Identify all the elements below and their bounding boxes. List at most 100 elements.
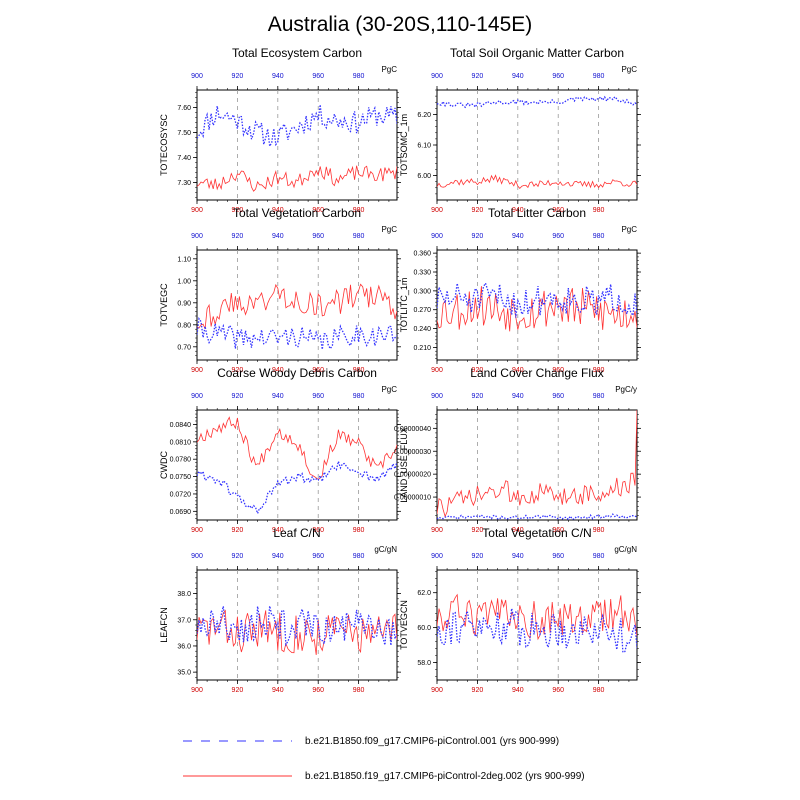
x-tick-label: 940 [512,367,524,374]
panel-5: Land Cover Change Flux PgC/y 900 900 920 920 9… [394,366,641,534]
x-tick-label-top: 920 [232,233,244,240]
y-axis-label: TOTSOMC_1m [399,114,409,176]
x-tick-label-top: 920 [472,233,484,240]
panel-units: gC/gN [374,545,397,554]
x-tick-label-top: 980 [593,233,605,240]
x-tick-label-top: 920 [232,553,244,560]
panel-3: Total Litter Carbon PgC 900 900 920 920 940 940… [399,206,641,374]
panel-2: Total Vegetation Carbon PgC 900 900 920 920 94… [159,206,401,374]
series-line-red [197,165,397,192]
x-tick-label-top: 980 [593,553,605,560]
y-tick-label: 35.0 [177,670,191,677]
series-line-blue [437,513,637,520]
series-line-blue [437,608,637,654]
y-tick-label: 7.30 [177,180,191,187]
y-axis-label: TOTVEGC [159,283,169,327]
series-line-blue [437,95,637,109]
x-tick-label: 900 [431,207,443,214]
x-tick-label-top: 980 [593,73,605,80]
x-tick-label: 960 [312,207,324,214]
x-tick-label: 980 [593,687,605,694]
panel-units: PgC [621,225,637,234]
series-line-red [437,286,637,332]
x-tick-label-top: 940 [272,73,284,80]
x-tick-label: 980 [353,207,365,214]
x-tick-label-top: 940 [512,73,524,80]
y-tick-label: 0.210 [413,345,431,352]
panel-units: PgC [381,65,397,74]
x-tick-label: 920 [472,687,484,694]
legend-label-blue: b.e21.B1850.f09_g17.CMIP6-piControl.001 … [305,736,559,747]
x-tick-label: 900 [191,687,203,694]
y-tick-label: 36.0 [177,643,191,650]
panel-title: Total Vegetation C/N [482,526,591,540]
x-tick-label-top: 900 [191,553,203,560]
panel-1: Total Soil Organic Matter Carbon PgC 900 90… [399,46,641,214]
plot-frame [196,409,398,521]
y-tick-label: 1.10 [177,256,191,263]
x-tick-label: 940 [272,367,284,374]
x-tick-label: 980 [593,527,605,534]
plot-frame [436,249,638,361]
x-tick-label: 940 [272,207,284,214]
x-tick-label-top: 900 [431,553,443,560]
legend-label-red: b.e21.B1850.f19_g17.CMIP6-piControl-2deg… [305,771,585,782]
y-tick-label: 0.0810 [170,439,192,446]
panel-title: Total Ecosystem Carbon [232,46,362,60]
x-tick-label: 920 [472,207,484,214]
x-tick-label-top: 920 [472,553,484,560]
x-tick-label: 960 [552,687,564,694]
x-tick-label: 900 [431,367,443,374]
panel-units: gC/gN [614,545,637,554]
series-line-red [437,410,637,518]
x-tick-label: 980 [353,687,365,694]
y-tick-label: 0.00000010 [394,495,431,502]
x-tick-label: 960 [552,367,564,374]
x-tick-label-top: 940 [512,233,524,240]
x-tick-label-top: 960 [552,73,564,80]
x-tick-label-top: 980 [353,233,365,240]
x-tick-label-top: 980 [353,393,365,400]
x-tick-label: 940 [512,207,524,214]
panels-group: Total Ecosystem Carbon PgC 900 900 920 920 940… [159,46,641,694]
x-tick-label: 920 [232,367,244,374]
y-tick-label: 0.70 [177,344,191,351]
panel-units: PgC [621,65,637,74]
x-tick-label-top: 920 [472,393,484,400]
y-tick-label: 62.0 [417,590,431,597]
panel-title: Total Vegetation Carbon [233,206,361,220]
x-tick-label-top: 900 [431,233,443,240]
x-tick-label-top: 960 [552,233,564,240]
x-tick-label-top: 900 [191,233,203,240]
x-tick-label-top: 900 [191,73,203,80]
y-axis-label: CWDC [159,451,169,479]
y-tick-label: 6.20 [417,112,431,119]
x-tick-label-top: 960 [312,553,324,560]
panel-0: Total Ecosystem Carbon PgC 900 900 920 920 940… [159,46,401,214]
panel-units: PgC/y [615,385,637,394]
y-tick-label: 0.0840 [170,422,192,429]
y-tick-label: 0.0780 [170,457,192,464]
x-tick-label: 980 [593,367,605,374]
panel-4: Coarse Woody Debris Carbon PgC 900 900 920 92… [159,366,401,534]
y-tick-label: 0.00000030 [394,449,431,456]
y-axis-label: LEAFCN [159,607,169,643]
x-tick-label: 960 [312,687,324,694]
series-line-blue [197,104,397,149]
panel-units: PgC [381,225,397,234]
x-tick-label-top: 900 [431,73,443,80]
x-tick-label: 900 [191,367,203,374]
x-tick-label: 960 [312,527,324,534]
x-tick-label-top: 900 [191,393,203,400]
x-tick-label-top: 960 [552,393,564,400]
x-tick-label-top: 960 [312,233,324,240]
y-tick-label: 0.00000040 [394,426,431,433]
x-tick-label-top: 960 [312,73,324,80]
panel-title: Leaf C/N [273,526,320,540]
x-tick-label: 960 [552,207,564,214]
panel-units: PgC [381,385,397,394]
x-tick-label-top: 940 [512,553,524,560]
plot-frame [436,409,638,521]
x-tick-label-top: 960 [312,393,324,400]
